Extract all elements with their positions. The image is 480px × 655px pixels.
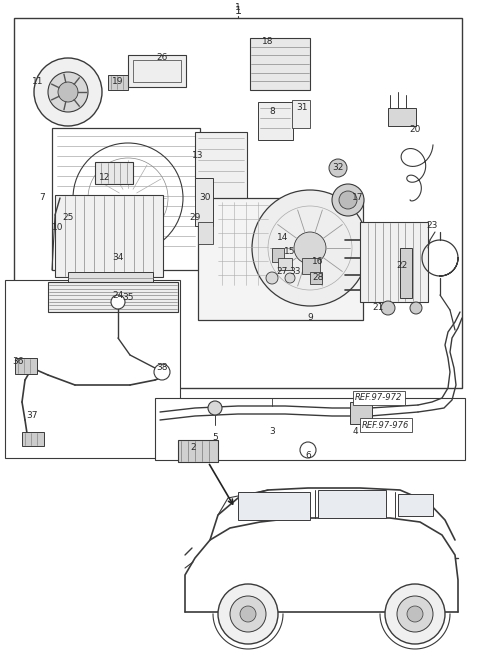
Bar — [55, 195, 163, 277]
Bar — [398, 494, 433, 516]
Circle shape — [332, 184, 364, 216]
Bar — [195, 132, 247, 200]
Circle shape — [34, 58, 102, 126]
Text: 18: 18 — [262, 37, 274, 47]
Bar — [52, 128, 200, 270]
Bar — [68, 272, 153, 284]
Text: 29: 29 — [189, 214, 201, 223]
Circle shape — [48, 72, 88, 112]
Text: 38: 38 — [156, 364, 168, 373]
Bar — [198, 222, 213, 244]
Text: 1: 1 — [235, 6, 241, 16]
Text: 22: 22 — [396, 261, 408, 269]
Circle shape — [407, 606, 423, 622]
Bar — [5, 280, 180, 458]
Text: 25: 25 — [62, 214, 74, 223]
Bar — [133, 60, 181, 82]
Bar — [15, 358, 37, 374]
Text: 4: 4 — [352, 428, 358, 436]
Circle shape — [410, 302, 422, 314]
Text: 17: 17 — [352, 193, 364, 202]
Circle shape — [300, 442, 316, 458]
Bar — [350, 402, 372, 424]
Circle shape — [230, 596, 266, 632]
Text: 15: 15 — [284, 248, 296, 257]
Text: 21: 21 — [372, 303, 384, 312]
Bar — [272, 248, 284, 262]
Text: 2: 2 — [190, 443, 196, 453]
Text: 12: 12 — [99, 174, 111, 183]
Circle shape — [252, 190, 368, 306]
Circle shape — [294, 232, 326, 264]
Text: 36: 36 — [12, 358, 24, 367]
Bar — [278, 258, 292, 270]
Text: 30: 30 — [199, 193, 211, 202]
Circle shape — [240, 606, 256, 622]
Text: 7: 7 — [39, 193, 45, 202]
Text: 3: 3 — [269, 428, 275, 436]
Circle shape — [266, 272, 278, 284]
Text: 35: 35 — [122, 293, 134, 303]
Circle shape — [397, 596, 433, 632]
Text: 6: 6 — [305, 451, 311, 460]
Bar — [14, 18, 462, 388]
Text: 10: 10 — [52, 223, 64, 233]
Text: 34: 34 — [112, 253, 124, 263]
Text: 20: 20 — [409, 126, 420, 134]
Text: REF.97-976: REF.97-976 — [362, 421, 409, 430]
Circle shape — [58, 82, 78, 102]
Bar — [388, 108, 416, 126]
Text: 33: 33 — [289, 267, 301, 276]
Bar — [238, 492, 310, 520]
Bar — [48, 282, 178, 312]
Text: 24: 24 — [112, 291, 124, 299]
Circle shape — [285, 273, 295, 283]
Bar — [108, 75, 128, 90]
Text: 9: 9 — [307, 314, 313, 322]
Bar — [302, 258, 320, 274]
Bar — [258, 102, 293, 140]
Circle shape — [218, 584, 278, 644]
Bar — [195, 178, 213, 226]
Text: 23: 23 — [426, 221, 438, 229]
Bar — [22, 432, 44, 446]
Bar — [198, 198, 363, 320]
Text: 26: 26 — [156, 54, 168, 62]
Bar — [128, 55, 186, 87]
Text: 27: 27 — [276, 267, 288, 276]
Text: 19: 19 — [112, 77, 124, 86]
Text: 8: 8 — [269, 107, 275, 117]
Bar — [310, 272, 322, 284]
Bar — [400, 248, 412, 298]
Bar — [250, 38, 310, 90]
Circle shape — [329, 159, 347, 177]
Bar — [95, 162, 133, 184]
Text: 28: 28 — [312, 274, 324, 282]
Bar — [360, 222, 428, 302]
Text: 14: 14 — [277, 233, 288, 242]
Text: 13: 13 — [192, 151, 204, 160]
Bar — [292, 100, 310, 128]
Circle shape — [208, 401, 222, 415]
Bar — [178, 440, 218, 462]
Text: 5: 5 — [212, 434, 218, 443]
Text: 31: 31 — [296, 103, 308, 113]
Circle shape — [154, 364, 170, 380]
Text: 16: 16 — [312, 257, 324, 267]
Circle shape — [381, 301, 395, 315]
Circle shape — [111, 295, 125, 309]
Text: REF.97-972: REF.97-972 — [355, 394, 402, 403]
Bar — [318, 490, 386, 518]
Text: 32: 32 — [332, 164, 344, 172]
Bar — [155, 398, 465, 460]
Text: 37: 37 — [26, 411, 38, 419]
Circle shape — [339, 191, 357, 209]
Text: 1: 1 — [235, 3, 241, 12]
Text: 11: 11 — [32, 77, 44, 86]
Circle shape — [385, 584, 445, 644]
